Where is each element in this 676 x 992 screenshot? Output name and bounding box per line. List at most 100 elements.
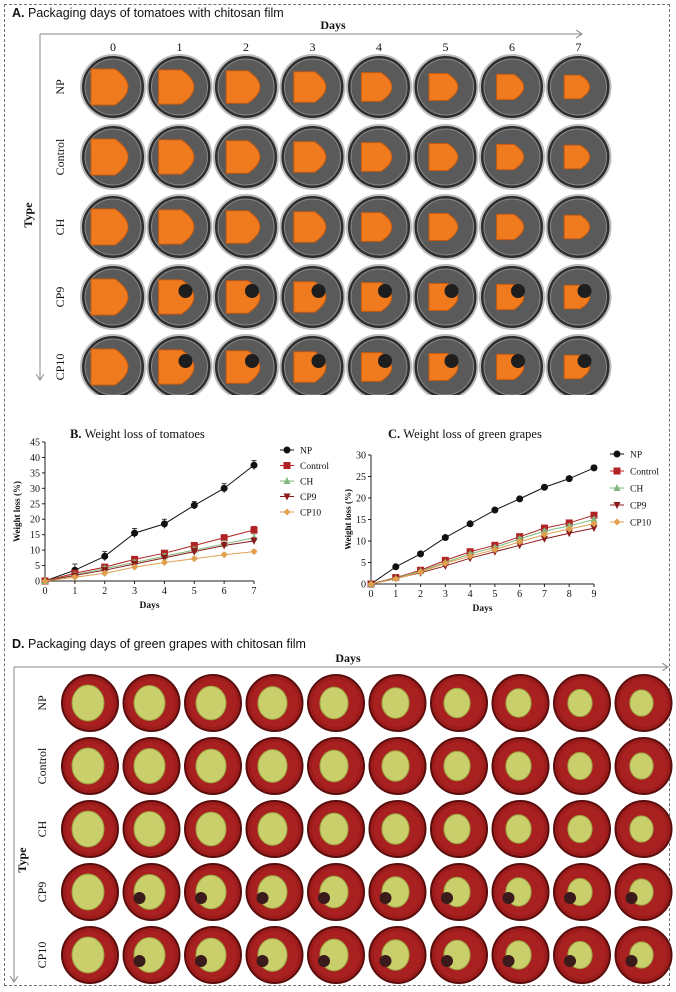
data-point — [590, 520, 598, 528]
y-tick-label: 0 — [35, 577, 40, 588]
y-tick-label: 45 — [30, 438, 40, 449]
tomato-dish — [479, 54, 545, 120]
series-line — [44, 540, 255, 582]
tomato-dish — [412, 54, 479, 120]
series-np — [367, 464, 598, 588]
data-point — [190, 548, 198, 556]
grape-dish — [61, 926, 119, 984]
chart-title: B. Weight loss of tomatoes — [70, 427, 205, 441]
series-line — [44, 529, 255, 582]
tomato-dish — [545, 54, 612, 120]
tomato-dish — [346, 194, 412, 260]
y-tick-label: 20 — [356, 494, 366, 505]
data-point — [590, 515, 598, 523]
panel-a-photo-grid: Days Type 0 1 2 3 4 5 6 7 NP Control CH CP9 CP10 — [21, 18, 612, 395]
grape-dish — [307, 737, 365, 795]
data-point — [220, 534, 228, 542]
grape-dish — [245, 926, 304, 984]
tomato-dish — [279, 264, 346, 330]
legend-marker — [613, 518, 621, 526]
data-point — [417, 550, 425, 558]
series-line — [44, 551, 255, 582]
legend-marker — [613, 502, 621, 509]
grape-dish — [614, 737, 673, 795]
tomato-dish — [346, 264, 412, 330]
tomato-dish — [412, 124, 479, 190]
data-point — [101, 569, 109, 577]
data-point — [392, 575, 400, 583]
y-tick-label: 0 — [361, 580, 366, 591]
data-point — [590, 511, 598, 519]
grape-dish — [122, 863, 181, 921]
legend-marker — [613, 467, 621, 475]
y-tick-label: 15 — [30, 530, 40, 541]
grape-dish — [122, 737, 181, 795]
tomato-dish — [346, 124, 412, 190]
y-tick-label: 10 — [30, 546, 40, 557]
x-tick-label: 0 — [43, 586, 48, 597]
data-point — [565, 525, 573, 533]
type-label: NP — [53, 79, 67, 95]
tomato-dish — [213, 54, 279, 120]
tomato-dish — [479, 264, 545, 330]
tomato-dish — [213, 334, 279, 395]
legend-label: CP9 — [630, 502, 647, 512]
tomato-dish — [279, 54, 346, 120]
data-point — [540, 535, 548, 543]
x-tick-label: 0 — [369, 589, 374, 600]
day-label: 7 — [576, 40, 582, 54]
y-tick-label: 30 — [30, 484, 40, 495]
series-line — [370, 467, 595, 585]
y-tick-label: 15 — [356, 515, 366, 526]
legend-label: CH — [300, 478, 313, 488]
tomato-dish — [279, 334, 346, 395]
grape-dish — [245, 737, 304, 795]
tomato-dish — [80, 54, 146, 120]
y-tick-label: 35 — [30, 468, 40, 479]
x-tick-label: 3 — [132, 586, 137, 597]
data-point — [540, 527, 548, 535]
grape-dish — [245, 863, 304, 921]
tomato-dish — [146, 264, 213, 330]
data-point — [441, 559, 449, 567]
day-label: 3 — [310, 40, 316, 54]
grape-dish — [184, 800, 242, 858]
grape-dish — [307, 800, 365, 858]
data-point — [491, 546, 499, 554]
grape-dish — [614, 863, 673, 921]
grape-dish — [61, 863, 119, 921]
figure-frame — [4, 4, 670, 986]
data-point — [392, 563, 400, 571]
grape-dish — [430, 926, 488, 984]
type-label: CH — [35, 820, 49, 837]
grape-dish — [61, 737, 119, 795]
tomato-dish — [545, 334, 612, 395]
type-axis-label: Type — [21, 202, 35, 228]
grape-dish — [61, 674, 119, 732]
data-point — [160, 520, 168, 528]
x-tick-label: 1 — [72, 586, 77, 597]
grape-dish — [553, 926, 611, 984]
x-tick-label: 7 — [252, 586, 257, 597]
y-tick-label: 5 — [361, 558, 366, 569]
x-axis-label: Days — [139, 601, 159, 611]
grape-dish — [553, 737, 611, 795]
grape-dish — [307, 926, 365, 984]
chart-title: C. Weight loss of green grapes — [388, 427, 542, 441]
x-tick-label: 9 — [592, 589, 597, 600]
tomato-dish — [80, 264, 146, 330]
grape-dish — [184, 674, 242, 732]
series-cp9 — [367, 525, 598, 588]
type-label: CH — [53, 218, 67, 235]
type-label: Control — [53, 138, 67, 175]
tomato-dish — [213, 264, 279, 330]
x-tick-label: 6 — [517, 589, 522, 600]
grape-dish — [307, 674, 365, 732]
grape-dish — [614, 674, 673, 732]
x-tick-label: 5 — [492, 589, 497, 600]
grape-dish — [430, 800, 488, 858]
grape-dish — [368, 863, 427, 921]
legend-marker — [283, 508, 291, 516]
day-label: 1 — [177, 40, 183, 54]
tomato-dish — [346, 334, 412, 395]
